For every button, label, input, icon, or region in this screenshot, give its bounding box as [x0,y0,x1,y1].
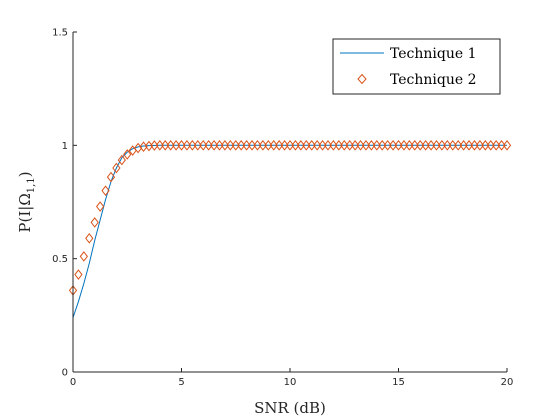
data-point-technique-2 [307,140,316,151]
y-axis-label: P(I|Ω1,1) [16,171,37,232]
data-point-technique-2 [264,140,273,151]
data-point-technique-2 [367,140,376,151]
x-axis-label: SNR (dB) [254,399,326,417]
data-point-technique-2 [275,140,284,151]
data-point-technique-2 [247,140,257,151]
data-point-technique-2 [432,140,441,151]
data-point-technique-2 [220,140,230,151]
data-point-technique-2 [79,251,88,262]
data-point-technique-2 [204,140,213,151]
data-point-technique-2 [443,140,452,151]
data-point-technique-2 [215,140,224,151]
data-point-technique-2 [421,140,430,151]
legend: Technique 1 Technique 2 [332,38,501,95]
data-point-technique-2 [74,269,83,280]
legend-label-technique-1: Technique 1 [390,46,477,62]
data-point-technique-2 [405,140,414,151]
data-point-technique-2 [166,140,175,151]
data-point-technique-2 [285,140,295,151]
data-point-technique-2 [345,140,354,151]
y-axis-label-close: ) [16,171,34,177]
data-point-technique-2 [117,154,126,166]
data-point-technique-2 [475,140,485,151]
data-point-technique-2 [410,140,419,151]
y-axis-label-subscript: 1,1 [26,177,37,193]
data-point-technique-2 [312,140,322,151]
series-layer [68,140,512,318]
data-point-technique-2 [340,140,349,151]
legend-marker-sample [357,73,367,85]
data-point-technique-2 [361,140,371,151]
data-point-technique-2 [486,140,495,151]
data-point-technique-2 [296,140,305,151]
data-point-technique-2 [502,140,512,151]
legend-label-technique-2: Technique 2 [390,72,477,88]
data-point-technique-2 [95,201,105,212]
data-point-technique-2 [399,140,409,151]
data-point-technique-2 [226,140,235,151]
x-tick-label: 0 [70,377,76,388]
data-point-technique-2 [209,140,219,151]
data-point-technique-2 [90,217,99,228]
data-point-technique-2 [383,140,392,151]
data-point-technique-2 [258,140,268,151]
data-point-technique-2 [199,140,208,151]
x-tick-label: 5 [178,377,184,388]
x-tick-label: 15 [392,377,405,388]
data-point-technique-2 [85,232,94,244]
data-point-technique-2 [318,140,327,151]
data-point-technique-2 [177,140,186,151]
data-point-technique-2 [481,140,490,151]
data-point-technique-2 [302,140,311,151]
data-point-technique-2 [101,185,110,196]
data-point-technique-2 [350,140,360,151]
data-point-technique-2 [323,140,333,151]
y-tick-label: 0 [62,368,68,379]
data-point-technique-2 [426,140,436,151]
data-point-technique-2 [454,140,463,151]
data-point-technique-2 [329,140,338,151]
data-point-technique-2 [237,140,246,151]
data-point-technique-2 [161,140,170,151]
data-point-technique-2 [492,140,501,151]
y-tick-label: 1 [62,141,68,152]
data-point-technique-2 [470,140,479,151]
data-point-technique-2 [182,140,192,151]
x-tick-label: 10 [284,377,297,388]
y-axis-label-main: P(I|Ω [16,193,34,232]
data-point-technique-2 [155,140,164,151]
x-tick-label: 20 [501,377,514,388]
data-point-technique-2 [269,140,278,151]
data-point-technique-2 [112,162,121,174]
data-point-technique-2 [193,140,202,151]
data-point-technique-2 [280,140,289,151]
data-point-technique-2 [253,140,262,151]
data-point-technique-2 [372,140,381,151]
data-point-technique-2 [437,140,447,151]
data-point-technique-2 [188,140,197,151]
data-point-technique-2 [242,140,251,151]
data-point-technique-2 [464,140,474,151]
data-point-technique-2 [416,140,425,151]
data-point-technique-2 [334,140,343,151]
y-tick-label: 1.5 [52,28,68,39]
legend-box [332,38,501,95]
data-point-technique-2 [106,171,116,183]
data-point-technique-2 [388,140,398,151]
data-point-technique-2 [123,149,132,160]
data-point-technique-2 [497,140,506,151]
data-point-technique-2 [291,140,300,151]
data-point-technique-2 [378,140,387,151]
y-tick-label: 0.5 [52,254,68,265]
data-point-technique-2 [356,140,365,151]
data-point-technique-2 [448,140,457,151]
data-point-technique-2 [394,140,403,151]
data-point-technique-2 [459,140,468,151]
data-point-technique-2 [171,140,181,151]
data-point-technique-2 [231,140,240,151]
ticks-layer: 0 5 10 15 20 0 0.5 1 1.5 [52,28,513,389]
